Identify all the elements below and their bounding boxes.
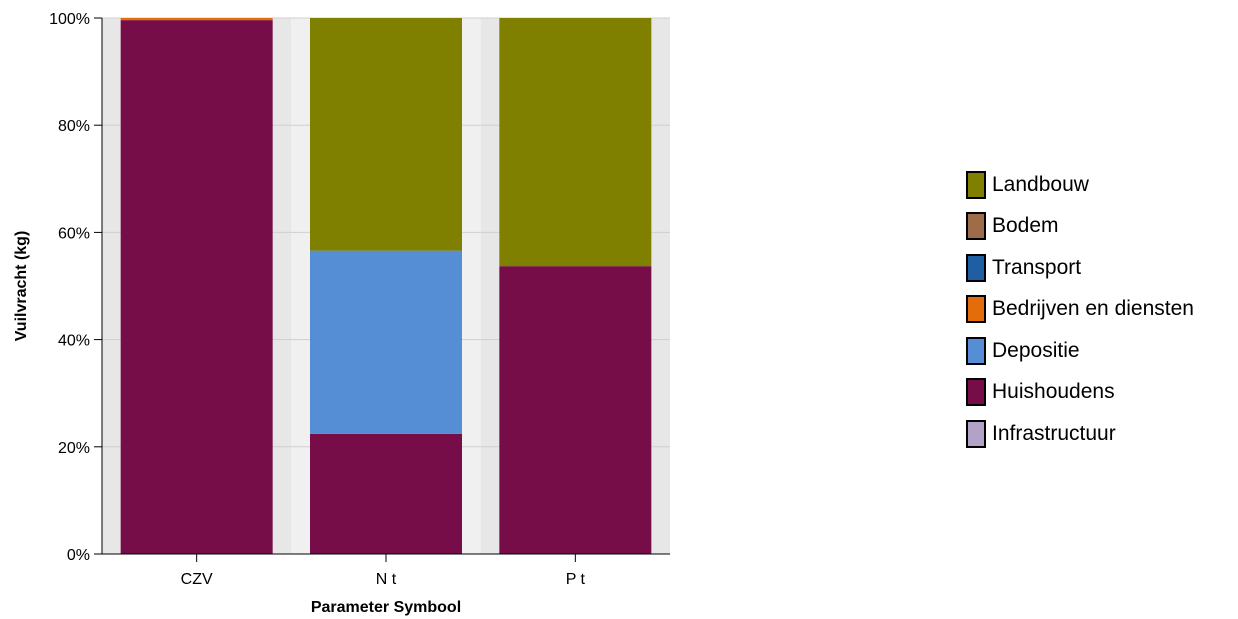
legend-swatch — [966, 295, 986, 324]
bar-segment — [310, 18, 462, 251]
legend-label: Depositie — [992, 338, 1080, 362]
x-tick-label: P t — [566, 571, 586, 588]
legend-item: Infrastructuur — [966, 413, 1194, 455]
legend-swatch — [966, 253, 986, 282]
legend-item: Transport — [966, 247, 1194, 289]
legend-label: Bedrijven en diensten — [992, 297, 1194, 321]
bar-segment — [310, 250, 462, 434]
axes: 0% 20% 40% 60% 80% 100% CZV N t P t — [49, 11, 670, 588]
legend-item: Depositie — [966, 330, 1194, 372]
bar-segment — [310, 433, 462, 554]
bar-segment — [499, 266, 652, 554]
legend-label: Huishoudens — [992, 380, 1115, 404]
y-tick-label: 20% — [58, 440, 90, 457]
x-tick-label: N t — [376, 571, 397, 588]
y-tick-label: 60% — [58, 225, 90, 242]
legend-item: Bodem — [966, 206, 1194, 248]
legend-swatch — [966, 378, 986, 407]
legend-item: Landbouw — [966, 164, 1194, 206]
bar-segment — [120, 18, 273, 21]
y-tick-label: 40% — [58, 333, 90, 350]
y-tick-label: 100% — [49, 11, 90, 28]
y-tick-label: 0% — [67, 547, 90, 564]
legend-swatch — [966, 419, 986, 448]
legend-item: Huishoudens — [966, 372, 1194, 414]
bar-segment — [120, 20, 273, 555]
bars — [120, 18, 652, 555]
y-tick-label: 80% — [58, 118, 90, 135]
legend-swatch — [966, 336, 986, 365]
legend-label: Bodem — [992, 214, 1059, 238]
x-tick-label: CZV — [181, 571, 213, 588]
legend-label: Transport — [992, 255, 1082, 279]
legend-swatch — [966, 170, 986, 199]
x-axis-title: Parameter Symbool — [311, 599, 461, 616]
stacked-bar-chart: 0% 20% 40% 60% 80% 100% CZV N t P t Parameter Sy… — [13, 11, 670, 616]
legend: Landbouw Bodem Transport Bedrijven en diens… — [966, 164, 1194, 455]
legend-label: Infrastructuur — [992, 421, 1116, 445]
legend-swatch — [966, 212, 986, 241]
bar-segment — [499, 18, 652, 267]
legend-item: Bedrijven en diensten — [966, 289, 1194, 331]
y-axis-title: Vuilvracht (kg) — [13, 231, 30, 342]
legend-label: Landbouw — [992, 172, 1089, 196]
